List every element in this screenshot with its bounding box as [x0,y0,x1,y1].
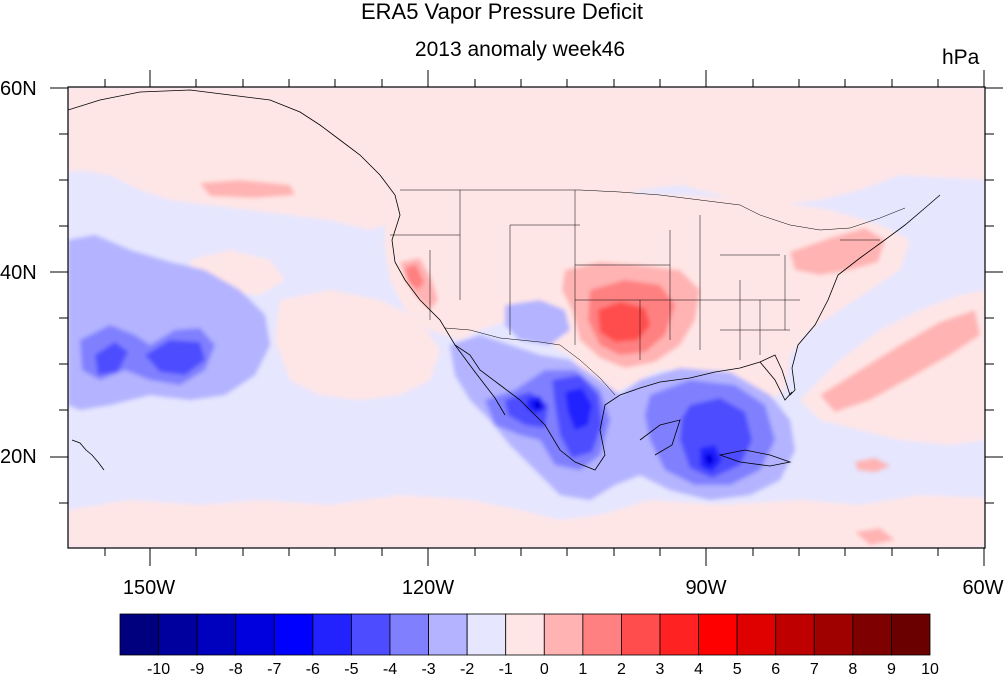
lat-tick-label-40n: 40N [0,262,37,284]
colorbar-label: -5 [344,661,359,678]
colorbar-label: -3 [421,661,436,678]
anomaly-neg-cores [526,388,722,472]
colorbar-label: 5 [732,661,742,678]
colorbar-swatch [621,613,661,656]
colorbar-swatch [659,613,699,656]
anomaly-pos-caribbean [855,458,895,545]
colorbar-label: 6 [771,661,781,678]
anomaly-fields [68,87,985,548]
colorbar-label: -9 [190,661,205,678]
colorbar-label: -1 [498,661,513,678]
lon-tick-label-90w: 90W [685,577,727,599]
colorbar-swatch [273,613,314,656]
colorbar [119,613,931,656]
colorbar-swatch [351,613,391,656]
state-lines [390,190,880,360]
coastline-cuba [718,449,792,467]
colorbar-label: -8 [228,661,243,678]
coastline-north-america [68,89,941,471]
anomaly-pos-south-band [68,495,985,548]
colorbar-swatch [775,613,815,656]
anomaly-pos-atlantic-band [820,310,980,412]
colorbar-swatch [736,613,777,656]
anomaly-pos-california-core [405,264,424,290]
colorbar-label: 7 [809,661,819,678]
colorbar-swatch [852,613,892,656]
lon-tick-label-150w: 150W [122,577,176,599]
colorbar-swatch [466,613,507,656]
colorbar-label: -6 [305,661,320,678]
colorbar-swatch [543,613,584,656]
border-canada [400,189,906,231]
colorbar-swatch [312,613,352,656]
lat-ticks [50,87,1003,504]
colorbar-label: 2 [616,661,626,678]
coastline-baja [454,344,506,416]
colorbar-label: -10 [147,661,171,678]
colorbar-label: 3 [655,661,665,678]
colorbar-swatch [698,613,738,656]
plot-title: ERA5 Vapor Pressure Deficit [360,0,644,24]
border-mexico [444,327,616,396]
colorbar-label: 1 [578,661,588,678]
colorbar-swatch [389,613,429,656]
colorbar-swatch [196,613,237,656]
colorbar-label: -7 [267,661,282,678]
lon-tick-label-120w: 120W [401,577,455,599]
colorbar-label: 8 [848,661,858,678]
colorbar-swatch [891,613,931,656]
colorbar-label: 0 [539,661,549,678]
colorbar-swatch [119,613,159,656]
anomaly-neg-baja [505,300,570,345]
coastline-florida [759,361,793,401]
coastlines [68,89,941,471]
colorbar-label: 9 [886,661,896,678]
map-plot-area [68,87,985,548]
map-ticks [50,70,1003,566]
lon-tick-label-60w: 60W [962,577,1004,599]
colorbar-swatch [235,613,275,656]
coastline-hawaii [71,439,105,471]
colorbar-label: -4 [382,661,398,678]
coastline-yucatan [639,419,681,456]
lat-tick-label-20n: 20N [0,446,37,468]
anomaly-pos-central-pacific [275,290,440,400]
anomaly-pos-pacific-north [200,180,295,198]
colorbar-swatch [813,613,854,656]
anomaly-neg-gulf-inner [680,398,752,478]
state-borders [390,189,906,396]
colorbar-swatch [582,613,622,656]
plot-subtitle: 2013 anomaly week46 [414,38,626,61]
colorbar-swatch [428,613,468,656]
anomaly-pos-north-pacific [68,87,985,230]
colorbar-label: 4 [694,661,704,678]
colorbar-label: -2 [460,661,475,678]
lon-ticks [104,70,985,566]
colorbar-swatch [505,613,545,656]
anomaly-neg-pacific-inner [95,340,205,375]
colorbar-label: 10 [921,661,939,678]
colorbar-swatch [158,613,198,656]
units-label: hPa [942,46,980,69]
anomaly-pos-plains-core [598,302,650,342]
lat-tick-label-60n: 60N [0,78,37,100]
